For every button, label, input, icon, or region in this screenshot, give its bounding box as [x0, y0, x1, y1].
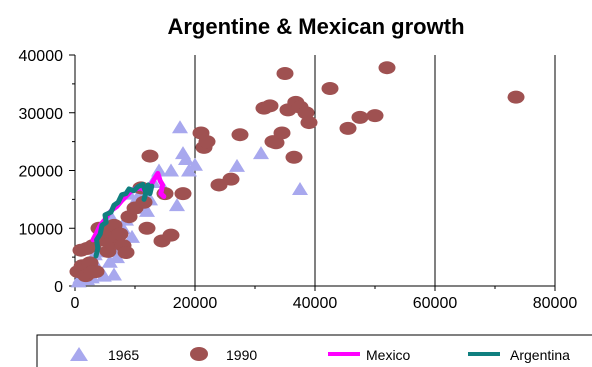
- axes: [69, 54, 556, 291]
- point-1990: [222, 172, 240, 186]
- legend-label-1990: 1990: [226, 347, 257, 363]
- y-tick-label: 30000: [19, 106, 64, 123]
- point-1990: [174, 187, 192, 201]
- x-tick-label: 60000: [413, 295, 458, 312]
- point-1990: [276, 66, 294, 80]
- point-1990: [261, 99, 279, 113]
- point-1990: [378, 61, 396, 75]
- point-1990: [135, 195, 153, 209]
- point-1965: [124, 229, 140, 243]
- legend-label-argentina: Argentina: [510, 347, 570, 363]
- point-1990: [141, 149, 159, 163]
- point-1965: [101, 254, 118, 268]
- point-1990: [83, 265, 101, 279]
- legend: 1965 1990 Mexico Argentina: [36, 334, 592, 367]
- x-tick-label: 20000: [173, 295, 218, 312]
- legend-box: [36, 334, 592, 367]
- point-1990: [117, 246, 135, 260]
- point-1990: [507, 90, 525, 104]
- point-1965: [229, 158, 245, 172]
- grid-lines: [194, 55, 556, 286]
- line-argentina: [93, 181, 155, 259]
- point-1990: [300, 116, 318, 130]
- point-1965: [109, 250, 125, 264]
- point-1990: [321, 81, 339, 95]
- chart-title: Argentine & Mexican growth: [167, 14, 464, 39]
- point-1990: [267, 136, 285, 150]
- point-1965: [106, 267, 122, 281]
- point-1965: [95, 268, 112, 282]
- point-1965: [163, 163, 179, 177]
- point-1990: [138, 221, 156, 235]
- point-1990: [285, 150, 303, 164]
- plot-area: [69, 61, 525, 288]
- legend-marker-1990: [190, 347, 208, 361]
- x-tick-label: 40000: [293, 295, 338, 312]
- point-1990: [339, 121, 357, 135]
- x-tick-label: 80000: [533, 295, 578, 312]
- point-1965: [178, 151, 194, 165]
- point-1965: [169, 198, 185, 212]
- point-1990: [111, 227, 129, 241]
- legend-marker-1965: [70, 347, 88, 361]
- y-tick-label: 10000: [19, 221, 64, 238]
- point-1965: [172, 120, 188, 134]
- legend-label-1965: 1965: [108, 347, 139, 363]
- legend-label-mexico: Mexico: [366, 347, 411, 363]
- point-1990: [198, 135, 216, 149]
- point-1990: [231, 128, 249, 142]
- point-1990: [366, 109, 384, 123]
- point-1965: [253, 146, 269, 160]
- y-tick-label: 20000: [19, 164, 64, 181]
- point-1990: [162, 228, 180, 242]
- tick-labels: 0 20000 40000 60000 80000 0 10000 20000 30000 400…: [19, 48, 578, 312]
- y-tick-label: 40000: [19, 48, 64, 65]
- point-1965: [139, 203, 155, 217]
- point-1965: [187, 157, 203, 171]
- x-tick-label: 0: [71, 295, 80, 312]
- point-1965: [292, 181, 308, 195]
- y-tick-label: 0: [54, 279, 63, 296]
- point-1990: [351, 110, 369, 124]
- point-1990: [297, 106, 315, 120]
- point-1990: [273, 126, 291, 140]
